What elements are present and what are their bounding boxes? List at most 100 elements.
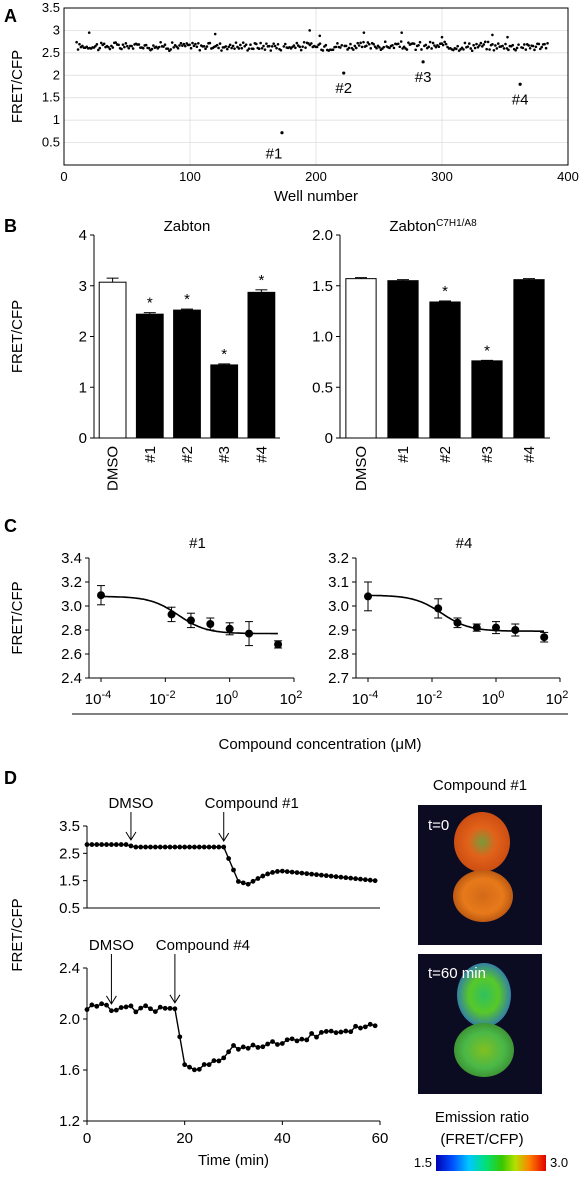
scatter-point	[310, 42, 313, 45]
time-point	[250, 1042, 256, 1048]
data-point	[206, 620, 215, 628]
scatter-point	[191, 41, 194, 45]
x-axis-label: Well number	[274, 188, 358, 205]
hit-label: #3	[415, 69, 432, 86]
time-point	[89, 842, 95, 847]
hit-label: #4	[512, 91, 529, 108]
scatter-point	[524, 48, 528, 51]
y-tick-label: 0	[325, 430, 333, 447]
time-point	[353, 1023, 358, 1029]
scatter-point	[231, 44, 235, 48]
time-point	[162, 844, 168, 850]
scatter-point	[517, 43, 520, 46]
data-point	[167, 610, 176, 619]
scatter-point	[470, 49, 474, 53]
x-tick-label: 60	[372, 1130, 389, 1147]
data-point	[97, 591, 105, 600]
time-point	[123, 1004, 129, 1010]
data-point	[492, 623, 500, 632]
time-point	[245, 1045, 251, 1051]
scatter-point	[198, 48, 202, 52]
scatter-point	[340, 43, 344, 47]
panel-letter-c: C	[4, 516, 17, 536]
y-tick-label: 2.0	[312, 227, 333, 244]
time-point	[245, 881, 251, 887]
y-tick-label: 1.2	[59, 1113, 80, 1130]
hit-point	[518, 82, 522, 86]
scatter-point	[405, 48, 409, 51]
scatter-point	[472, 43, 475, 47]
y-tick-label: 2.4	[59, 960, 80, 977]
x-tick-label: 20	[176, 1130, 193, 1147]
plot-frame	[63, 7, 569, 166]
scatter-point	[543, 42, 546, 46]
colorbar-title-line2: (FRET/CFP)	[440, 1131, 523, 1148]
panel-letter-d: D	[4, 768, 17, 788]
time-point	[143, 844, 149, 850]
scatter-point	[259, 41, 262, 45]
scatter-point	[488, 48, 491, 51]
scatter-point	[354, 46, 358, 50]
scatter-point	[382, 45, 386, 49]
scatter-point	[298, 45, 302, 49]
scatter-point	[357, 44, 361, 47]
y-tick-label: 3.2	[328, 550, 349, 567]
scatter-point	[440, 35, 444, 39]
scatter-point	[479, 41, 483, 45]
scatter-point	[336, 42, 339, 45]
y-tick-label: 1.5	[59, 873, 80, 890]
scatter-point	[462, 48, 465, 51]
time-point	[372, 1023, 378, 1029]
scatter-point	[528, 46, 532, 50]
scatter-point	[372, 42, 375, 46]
time-point	[279, 868, 285, 874]
x-tick-label: 300	[431, 169, 453, 184]
time-point	[304, 1037, 310, 1043]
time-point	[216, 844, 222, 850]
scatter-point	[494, 44, 497, 47]
scatter-point	[227, 45, 231, 49]
panel-c-xlabel: Compound concentration (μM)	[219, 736, 422, 753]
time-point	[289, 869, 295, 875]
y-tick-label: 3.2	[61, 574, 82, 591]
event-label: DMSO	[89, 937, 134, 954]
scatter-point	[356, 41, 360, 45]
time-point	[216, 1058, 222, 1064]
scatter-point	[375, 46, 378, 50]
scatter-point	[166, 47, 170, 50]
y-tick-label: 3	[79, 278, 87, 295]
y-tick-label: 2.8	[328, 646, 349, 663]
time-point	[294, 1038, 300, 1044]
scatter-point	[396, 42, 400, 46]
time-point	[235, 1046, 241, 1052]
time-point	[206, 1062, 212, 1068]
time-point	[231, 1043, 236, 1048]
y-tick-label: 3.5	[59, 818, 80, 835]
scatter-point	[434, 45, 438, 49]
scatter-point	[352, 48, 355, 51]
scatter-point	[270, 45, 274, 48]
time-point	[157, 844, 163, 850]
scatter-point	[491, 43, 494, 46]
time-point	[167, 844, 173, 850]
scatter-point	[130, 44, 133, 48]
time-point	[367, 1021, 373, 1027]
hit-point	[280, 131, 284, 135]
time-point	[138, 1005, 144, 1011]
time-point	[104, 1002, 109, 1008]
scatter-point	[150, 47, 154, 51]
time-point	[128, 843, 134, 849]
time-point	[255, 876, 261, 881]
time-point	[323, 873, 329, 879]
scatter-point	[157, 45, 161, 49]
scatter-point	[515, 46, 519, 50]
scatter-point	[492, 48, 496, 52]
significance-star: *	[442, 283, 448, 300]
scatter-point	[194, 42, 197, 46]
x-tick-label: 102	[546, 689, 569, 708]
scatter-point	[102, 42, 106, 46]
time-point	[226, 1049, 232, 1055]
scatter-point	[244, 43, 248, 46]
scatter-point	[269, 49, 273, 52]
scatter-point	[412, 42, 416, 46]
